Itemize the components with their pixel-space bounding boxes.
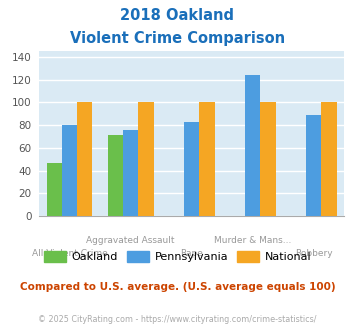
Bar [77,102,92,216]
Bar [47,163,62,216]
Text: Compared to U.S. average. (U.S. average equals 100): Compared to U.S. average. (U.S. average … [20,282,335,292]
Text: Violent Crime Comparison: Violent Crime Comparison [70,31,285,46]
Text: Robbery: Robbery [295,249,333,258]
Bar [261,102,275,216]
Text: Aggravated Assault: Aggravated Assault [86,236,175,245]
Bar [123,130,138,216]
Text: All Violent Crime: All Violent Crime [32,249,108,258]
Bar [200,102,214,216]
Text: Rape: Rape [180,249,203,258]
Bar [108,135,123,216]
Text: Murder & Mans...: Murder & Mans... [214,236,291,245]
Bar [184,122,200,216]
Bar [306,115,322,216]
Bar [245,75,261,216]
Text: © 2025 CityRating.com - https://www.cityrating.com/crime-statistics/: © 2025 CityRating.com - https://www.city… [38,315,317,324]
Bar [138,102,153,216]
Text: 2018 Oakland: 2018 Oakland [120,8,235,23]
Bar [62,125,77,216]
Legend: Oakland, Pennsylvania, National: Oakland, Pennsylvania, National [39,247,316,266]
Bar [322,102,337,216]
